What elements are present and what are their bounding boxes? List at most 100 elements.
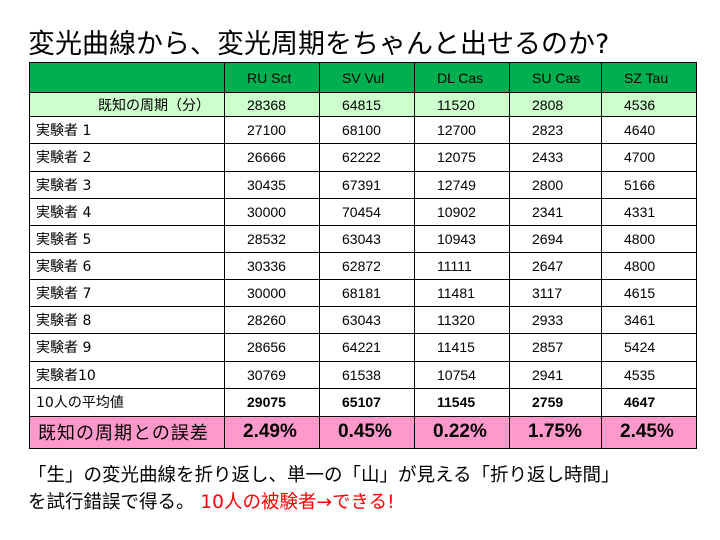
column-header: DL Cas bbox=[414, 61, 510, 94]
table-cell: 3461 bbox=[601, 306, 697, 335]
table-cell: 11481 bbox=[414, 279, 510, 308]
table-row: 実験者 8 28260 63043 11320 2933 3461 bbox=[29, 306, 697, 335]
row-label: 実験者 1 bbox=[29, 116, 225, 145]
table-cell: 11320 bbox=[414, 306, 510, 335]
row-label: 実験者 4 bbox=[29, 197, 225, 226]
table-cell: 30769 bbox=[224, 360, 320, 389]
row-label: 既知の周期（分） bbox=[29, 92, 225, 118]
table-cell: 2823 bbox=[509, 116, 602, 145]
table-row: 実験者 3 30435 67391 12749 2800 5166 bbox=[29, 170, 697, 199]
table-cell: 12749 bbox=[414, 170, 510, 199]
table-cell: 29075 bbox=[224, 387, 320, 417]
footer-line-1: 「生」の変光曲線を折り返し、単一の「山」が見える「折り返し時間」 bbox=[28, 465, 620, 486]
table-cell: 0.22% bbox=[414, 415, 510, 450]
table-cell: 26666 bbox=[224, 143, 320, 172]
table-cell: 11111 bbox=[414, 251, 510, 281]
table-cell: 70454 bbox=[319, 197, 415, 226]
table-cell: 30336 bbox=[224, 251, 320, 281]
table-cell: 4800 bbox=[601, 224, 697, 253]
table-cell: 4647 bbox=[601, 387, 697, 417]
row-label: 既知の周期との誤差 bbox=[29, 415, 225, 450]
table-cell: 28656 bbox=[224, 333, 320, 362]
table-cell: 4640 bbox=[601, 116, 697, 145]
table-cell: 67391 bbox=[319, 170, 415, 199]
table-cell: 10943 bbox=[414, 224, 510, 253]
table-cell: 2647 bbox=[509, 251, 602, 281]
table-cell: 2800 bbox=[509, 170, 602, 199]
table-cell: 63043 bbox=[319, 224, 415, 253]
average-row: 10人の平均値 29075 65107 11545 2759 4647 bbox=[29, 387, 697, 417]
table-row: 実験者 6 30336 62872 11111 2647 4800 bbox=[29, 251, 697, 281]
footer-line-2: を試行錯誤で得る。 10人の被験者→できる! bbox=[28, 489, 619, 516]
table-cell: 0.45% bbox=[319, 415, 415, 450]
table-cell: 2933 bbox=[509, 306, 602, 335]
column-header: SV Vul bbox=[319, 61, 415, 94]
table-cell: 28260 bbox=[224, 306, 320, 335]
table-cell: 28368 bbox=[224, 92, 320, 118]
table-row: 実験者 2 26666 62222 12075 2433 4700 bbox=[29, 143, 697, 172]
column-header: RU Sct bbox=[224, 61, 320, 94]
table-cell: 12075 bbox=[414, 143, 510, 172]
table-row: 実験者 1 27100 68100 12700 2823 4640 bbox=[29, 116, 697, 145]
slide-title: 変光曲線から、変光周期をちゃんと出せるのか? bbox=[28, 29, 610, 60]
table-cell: 2808 bbox=[509, 92, 602, 118]
row-label: 実験者 7 bbox=[29, 279, 225, 308]
table-cell: 5166 bbox=[601, 170, 697, 199]
table-cell: 4700 bbox=[601, 143, 697, 172]
table-row: 実験者 5 28532 63043 10943 2694 4800 bbox=[29, 224, 697, 253]
table-cell: 12700 bbox=[414, 116, 510, 145]
table-header-row: RU Sct SV Vul DL Cas SU Cas SZ Tau bbox=[29, 61, 697, 94]
table-cell: 27100 bbox=[224, 116, 320, 145]
table-cell: 30435 bbox=[224, 170, 320, 199]
table-cell: 10754 bbox=[414, 360, 510, 389]
table-row: 実験者 9 28656 64221 11415 2857 5424 bbox=[29, 333, 697, 362]
table-cell: 1.75% bbox=[509, 415, 602, 450]
table-cell: 2857 bbox=[509, 333, 602, 362]
table-cell: 2759 bbox=[509, 387, 602, 417]
footer-highlight: 10人の被験者→できる! bbox=[200, 492, 395, 513]
table-row: 実験者 4 30000 70454 10902 2341 4331 bbox=[29, 197, 697, 226]
period-comparison-table: RU Sct SV Vul DL Cas SU Cas SZ Tau 既知の周期… bbox=[29, 61, 697, 450]
table-cell: 30000 bbox=[224, 197, 320, 226]
row-label: 実験者 2 bbox=[29, 143, 225, 172]
table-row: 実験者10 30769 61538 10754 2941 4535 bbox=[29, 360, 697, 389]
table-cell: 4331 bbox=[601, 197, 697, 226]
table-cell: 5424 bbox=[601, 333, 697, 362]
row-label: 10人の平均値 bbox=[29, 387, 225, 417]
table-cell: 62222 bbox=[319, 143, 415, 172]
error-row: 既知の周期との誤差 2.49% 0.45% 0.22% 1.75% 2.45% bbox=[29, 415, 697, 450]
table-cell: 62872 bbox=[319, 251, 415, 281]
row-label: 実験者 9 bbox=[29, 333, 225, 362]
known-period-row: 既知の周期（分） 28368 64815 11520 2808 4536 bbox=[29, 92, 697, 118]
table-cell: 3117 bbox=[509, 279, 602, 308]
table-cell: 11520 bbox=[414, 92, 510, 118]
row-label: 実験者 3 bbox=[29, 170, 225, 199]
table-cell: 28532 bbox=[224, 224, 320, 253]
column-header: SU Cas bbox=[509, 61, 602, 94]
table-cell: 10902 bbox=[414, 197, 510, 226]
table-cell: 68181 bbox=[319, 279, 415, 308]
table-row: 実験者 7 30000 68181 11481 3117 4615 bbox=[29, 279, 697, 308]
table-cell: 2.49% bbox=[224, 415, 320, 450]
table-cell: 4615 bbox=[601, 279, 697, 308]
table-cell: 11415 bbox=[414, 333, 510, 362]
slide-footer: 「生」の変光曲線を折り返し、単一の「山」が見える「折り返し時間」 を試行錯誤で得… bbox=[28, 462, 619, 516]
table-cell: 4535 bbox=[601, 360, 697, 389]
table-cell: 2694 bbox=[509, 224, 602, 253]
column-header: SZ Tau bbox=[601, 61, 697, 94]
header-corner-cell bbox=[29, 61, 225, 94]
row-label: 実験者 6 bbox=[29, 251, 225, 281]
row-label: 実験者 8 bbox=[29, 306, 225, 335]
table-cell: 64815 bbox=[319, 92, 415, 118]
table-cell: 4536 bbox=[601, 92, 697, 118]
table-cell: 2941 bbox=[509, 360, 602, 389]
table-cell: 65107 bbox=[319, 387, 415, 417]
table-cell: 64221 bbox=[319, 333, 415, 362]
table-cell: 61538 bbox=[319, 360, 415, 389]
row-label: 実験者 5 bbox=[29, 224, 225, 253]
table-cell: 63043 bbox=[319, 306, 415, 335]
table-cell: 2341 bbox=[509, 197, 602, 226]
row-label: 実験者10 bbox=[29, 360, 225, 389]
table-cell: 2.45% bbox=[601, 415, 697, 450]
table-cell: 30000 bbox=[224, 279, 320, 308]
